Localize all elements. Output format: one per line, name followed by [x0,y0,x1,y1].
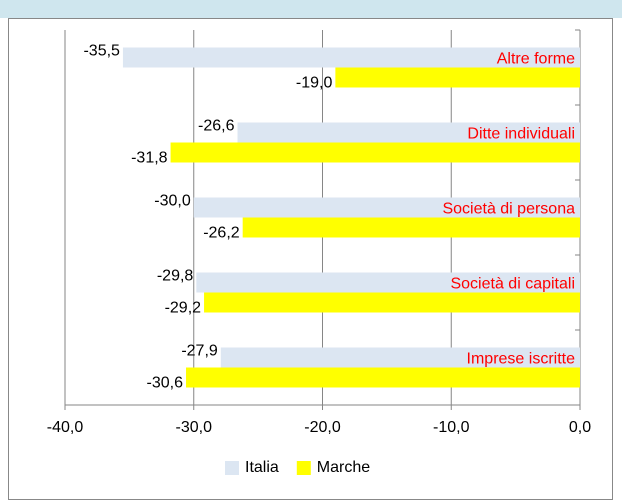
category-label: Società di capitali [450,276,575,293]
x-tick-label: 0,0 [569,419,591,436]
data-label: -35,5 [83,43,120,60]
x-tick-label: -30,0 [176,419,213,436]
data-label: -26,6 [198,118,235,135]
legend-label: Marche [317,459,370,476]
bar [220,347,580,368]
bar [186,367,580,388]
data-label: -30,6 [147,375,184,392]
category-label: Altre forme [497,51,575,68]
bar [237,122,580,143]
bar [122,47,580,68]
header-band [0,0,622,18]
legend-swatch [296,461,311,475]
x-tick-label: -40,0 [47,419,84,436]
category-label: Ditte individuali [467,126,575,143]
x-tick-label: -10,0 [433,419,470,436]
data-label: -29,8 [157,268,194,285]
legend-label: Italia [245,459,279,476]
bar [204,292,581,313]
data-label: -29,2 [165,300,202,317]
data-label: -19,0 [296,75,333,92]
chart-frame [8,18,613,500]
bar [170,142,580,163]
data-label: -30,0 [154,193,191,210]
data-label: -27,9 [181,343,218,360]
category-label: Società di persona [442,201,575,218]
legend-swatch [225,461,239,475]
x-tick-label: -20,0 [304,419,341,436]
bar [242,217,581,238]
bar [196,272,580,293]
bar [335,67,580,88]
data-label: -26,2 [203,225,240,242]
bar [193,197,580,218]
category-label: Imprese iscritte [467,351,576,368]
data-label: -31,8 [131,150,168,167]
